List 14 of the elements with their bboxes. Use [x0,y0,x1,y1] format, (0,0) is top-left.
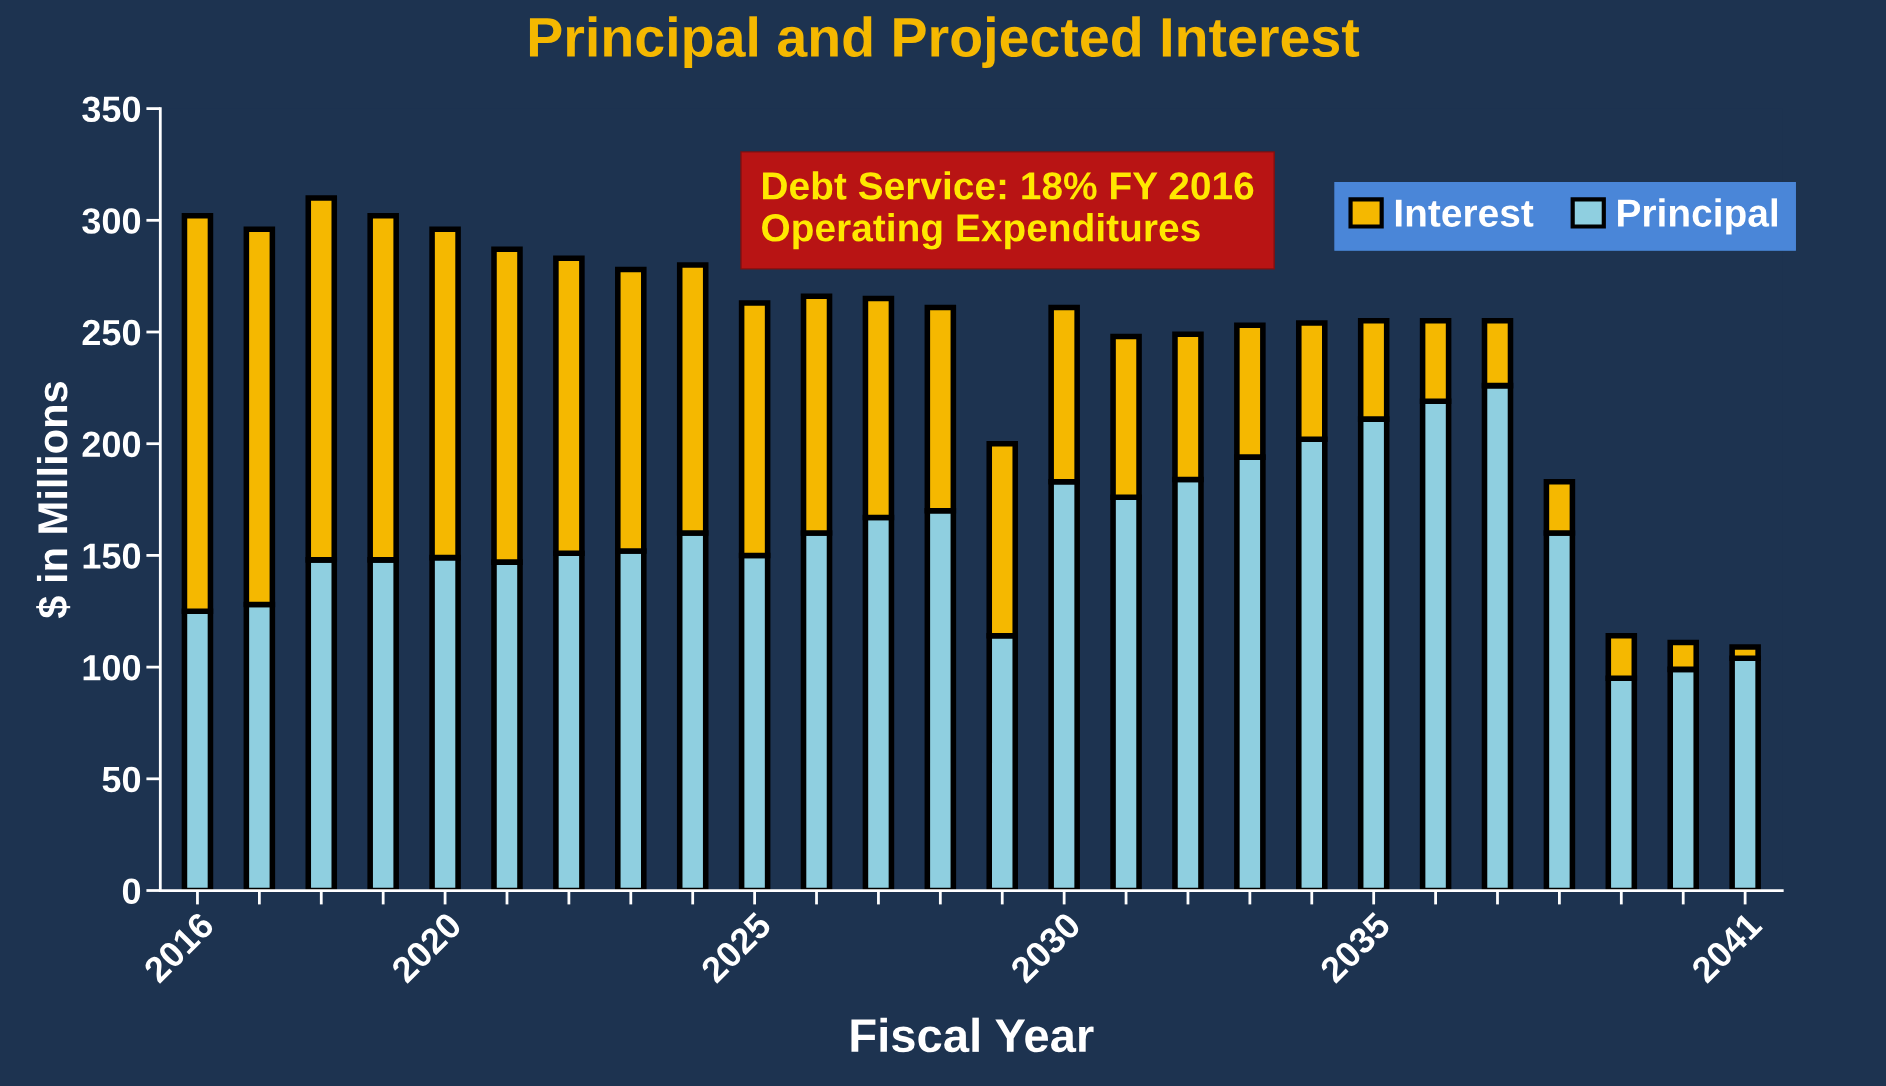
y-tick-label: 150 [83,543,141,569]
legend-label: Interest [1395,199,1534,227]
y-tick-label: 50 [102,766,141,793]
annotation: Debt Service: 18% FY 2016 Operating Expenditures [762,171,1254,250]
x-axis-title: Fiscal Year [851,1017,1094,1053]
y-tick-label: 300 [82,208,141,234]
legend-label: Principal [1618,198,1777,235]
y-tick-label: 100 [83,654,141,681]
chart-title: Principal and Projected Interest [529,16,1360,69]
y-tick-label: 200 [82,431,141,458]
y-tick-label: 250 [82,319,141,346]
y-tick-label: 350 [82,96,141,123]
y-axis-title: $ in Millions [36,382,71,619]
y-tick-label: 0 [122,878,141,904]
